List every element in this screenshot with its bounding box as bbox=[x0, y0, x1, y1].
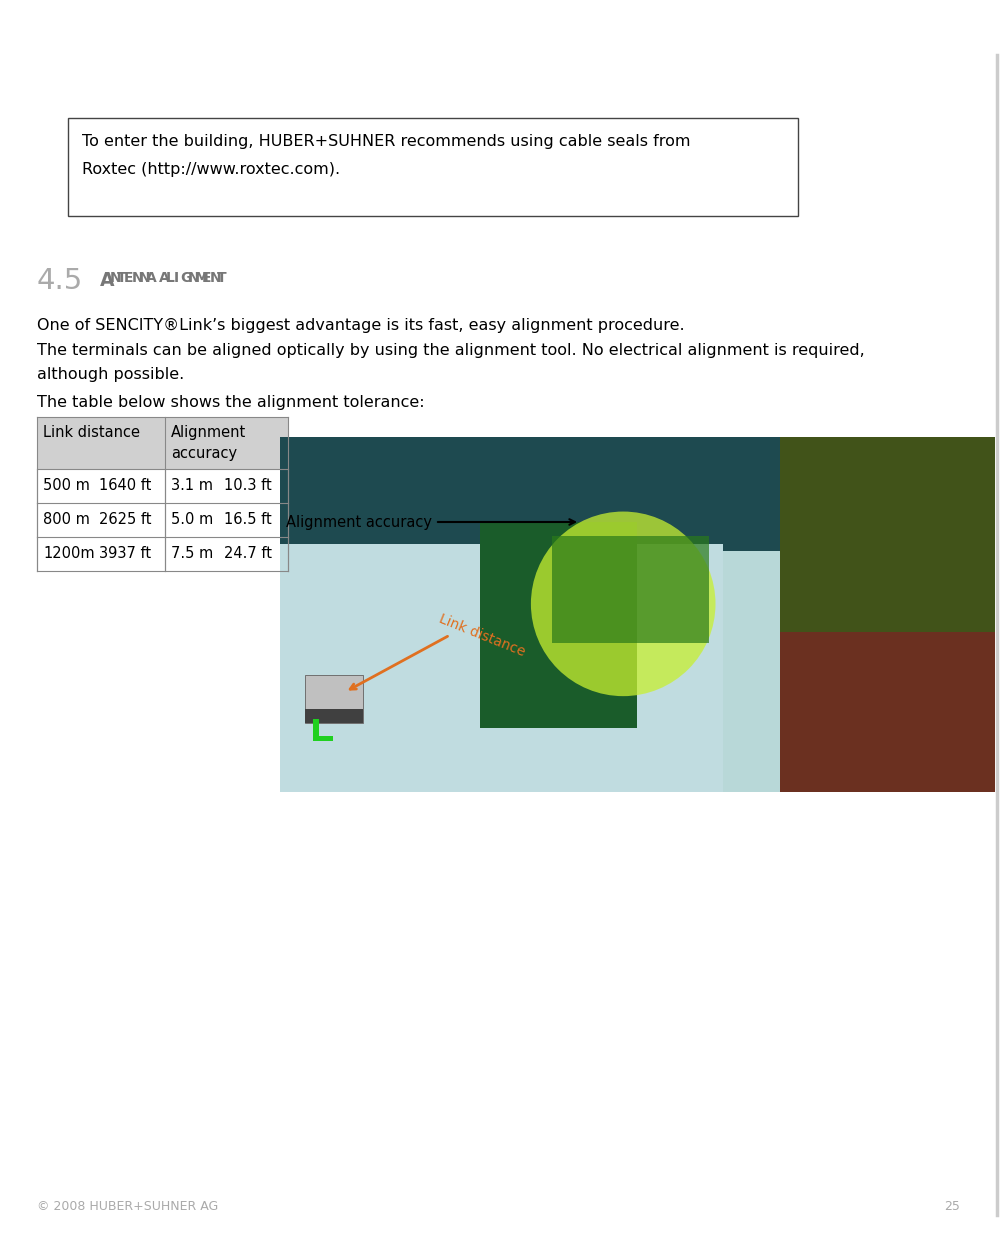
Text: N: N bbox=[131, 272, 142, 285]
Bar bbox=[313, 737, 333, 742]
Text: 24.7 ft: 24.7 ft bbox=[224, 546, 272, 560]
Text: N: N bbox=[209, 272, 221, 285]
Text: G: G bbox=[181, 272, 192, 285]
Text: Roxtec (http://www.roxtec.com).: Roxtec (http://www.roxtec.com). bbox=[82, 162, 340, 177]
Bar bbox=[779, 436, 994, 632]
Bar bbox=[37, 537, 288, 570]
Text: T: T bbox=[116, 272, 126, 285]
Circle shape bbox=[531, 512, 715, 696]
Text: A: A bbox=[100, 272, 114, 290]
Text: A: A bbox=[158, 272, 170, 285]
Text: 25: 25 bbox=[943, 1200, 959, 1213]
Text: 5.0 m: 5.0 m bbox=[171, 512, 213, 527]
Text: 16.5 ft: 16.5 ft bbox=[224, 512, 272, 527]
Text: Alignment accuracy: Alignment accuracy bbox=[286, 515, 431, 529]
Text: 4.5: 4.5 bbox=[37, 267, 83, 295]
Bar bbox=[164, 417, 288, 469]
Text: 3937 ft: 3937 ft bbox=[99, 546, 151, 560]
Bar bbox=[779, 436, 994, 792]
Text: E: E bbox=[124, 272, 133, 285]
Text: 10.3 ft: 10.3 ft bbox=[224, 477, 272, 494]
Text: 1640 ft: 1640 ft bbox=[99, 477, 151, 494]
Text: 800 m: 800 m bbox=[43, 512, 90, 527]
Text: A: A bbox=[145, 272, 156, 285]
Text: © 2008 HUBER+SUHNER AG: © 2008 HUBER+SUHNER AG bbox=[37, 1200, 218, 1213]
Text: I: I bbox=[174, 272, 179, 285]
Text: N: N bbox=[138, 272, 150, 285]
Text: One of SENCITY®Link’s biggest advantage is its fast, easy alignment procedure.: One of SENCITY®Link’s biggest advantage … bbox=[37, 317, 684, 334]
Bar bbox=[305, 675, 363, 723]
Bar bbox=[68, 118, 797, 216]
Text: N: N bbox=[188, 272, 200, 285]
Bar bbox=[37, 469, 288, 503]
Bar bbox=[313, 719, 319, 742]
Text: 2625 ft: 2625 ft bbox=[99, 512, 151, 527]
Text: Alignment
accuracy: Alignment accuracy bbox=[171, 425, 246, 461]
Bar bbox=[479, 522, 637, 728]
Text: Link distance: Link distance bbox=[436, 613, 527, 660]
Bar bbox=[37, 503, 288, 537]
Text: The table below shows the alignment tolerance:: The table below shows the alignment tole… bbox=[37, 396, 424, 410]
Text: 7.5 m: 7.5 m bbox=[171, 546, 213, 560]
Bar bbox=[305, 709, 363, 723]
Bar bbox=[280, 436, 994, 792]
Text: E: E bbox=[202, 272, 212, 285]
Bar bbox=[280, 436, 994, 551]
Text: Link distance: Link distance bbox=[43, 425, 139, 440]
Text: T: T bbox=[217, 272, 226, 285]
Text: L: L bbox=[165, 272, 175, 285]
Text: 500 m: 500 m bbox=[43, 477, 90, 494]
Bar bbox=[280, 543, 722, 792]
Bar bbox=[37, 417, 164, 469]
Text: To enter the building, HUBER+SUHNER recommends using cable seals from: To enter the building, HUBER+SUHNER reco… bbox=[82, 134, 690, 149]
Text: 3.1 m: 3.1 m bbox=[171, 477, 213, 494]
Text: although possible.: although possible. bbox=[37, 367, 185, 382]
Text: The terminals can be aligned optically by using the alignment tool. No electrica: The terminals can be aligned optically b… bbox=[37, 343, 864, 358]
Text: 1200m: 1200m bbox=[43, 546, 94, 560]
Text: N: N bbox=[109, 272, 121, 285]
Text: M: M bbox=[195, 272, 209, 285]
Bar bbox=[552, 537, 708, 642]
